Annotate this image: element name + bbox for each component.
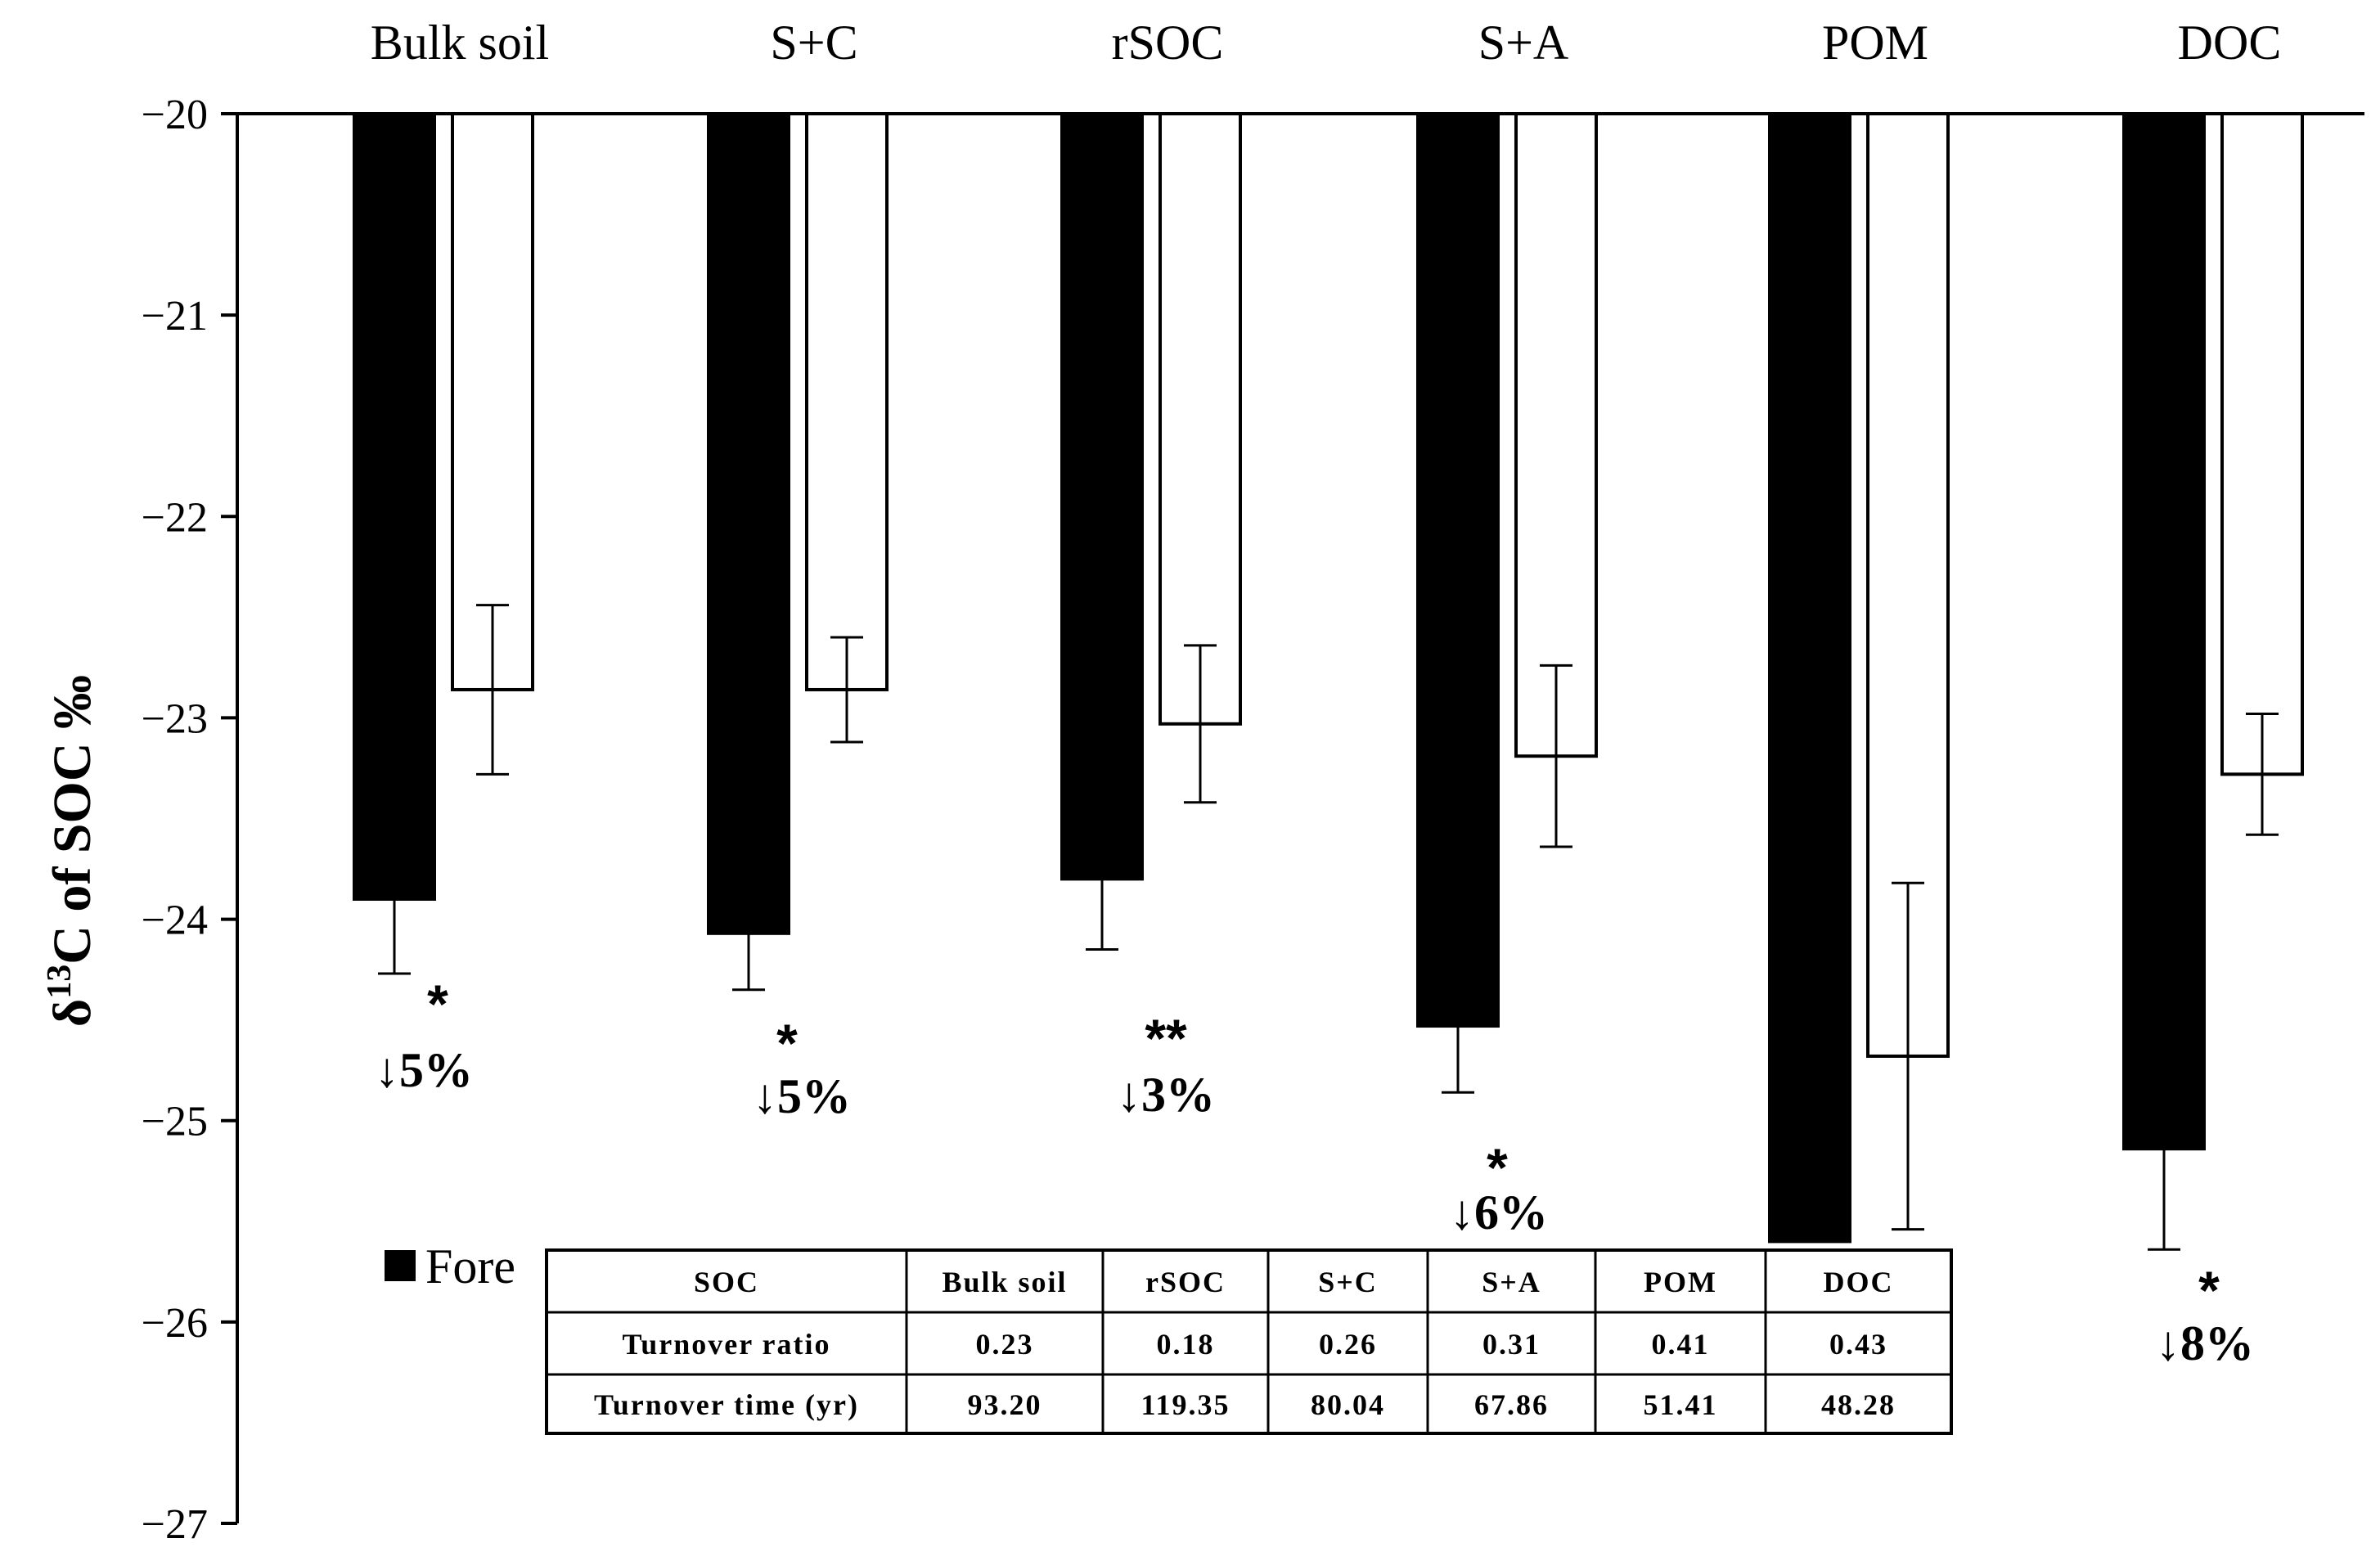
table-cell: 80.04 — [1311, 1388, 1385, 1421]
table-cell: 119.35 — [1141, 1388, 1230, 1421]
legend-label: Fore — [425, 1239, 515, 1293]
bar — [353, 112, 436, 901]
table-cell: 0.43 — [1829, 1328, 1887, 1361]
significance-stars: * — [2198, 1260, 2220, 1320]
error-bars — [378, 604, 2279, 1251]
table-cell: Turnover time (yr) — [594, 1388, 859, 1421]
category-label: rSOC — [1112, 16, 1224, 70]
percent-change-label: ↓6% — [1450, 1185, 1548, 1239]
bar — [805, 112, 889, 691]
axes: −20 −21 −22 −23 −24 −25 −26 −27 δ13C of SOC ‰ — [41, 92, 2364, 1548]
table-header-cell: S+A — [1482, 1266, 1541, 1298]
significance-stars: ** — [1145, 1008, 1187, 1068]
legend: Fore — [385, 1239, 515, 1293]
table-cell: 67.86 — [1474, 1388, 1549, 1421]
y-tick-label: −27 — [142, 1501, 208, 1548]
bar — [1159, 112, 1242, 726]
percent-change-label: ↓5% — [753, 1069, 851, 1123]
table-cell: 0.31 — [1482, 1328, 1541, 1361]
table-cell: 0.41 — [1652, 1328, 1710, 1361]
category-label: Bulk soil — [371, 16, 549, 70]
bar — [707, 112, 790, 935]
y-tick-label: −24 — [142, 897, 208, 944]
table-header-cell: S+C — [1318, 1266, 1378, 1298]
table-header-cell: Bulk soil — [942, 1266, 1067, 1298]
table-cell: 0.26 — [1319, 1328, 1377, 1361]
table-cell: 0.18 — [1157, 1328, 1215, 1361]
y-tick-label: −26 — [142, 1300, 208, 1347]
table-header-cell: SOC — [694, 1266, 759, 1298]
table-cell: 51.41 — [1644, 1388, 1718, 1421]
table-cell: 0.23 — [976, 1328, 1034, 1361]
table-cell: Turnover ratio — [622, 1328, 830, 1361]
table-cell: 93.20 — [968, 1388, 1042, 1421]
category-labels: Bulk soil S+C rSOC S+A POM DOC — [371, 16, 2282, 70]
y-tick-label: −25 — [142, 1099, 208, 1145]
y-tick-label: −20 — [142, 92, 208, 138]
y-tick-label: −22 — [142, 494, 208, 541]
y-tick-label: −21 — [142, 293, 208, 340]
category-label: S+C — [770, 16, 857, 70]
category-label: DOC — [2178, 16, 2282, 70]
significance-stars: * — [776, 1013, 798, 1073]
bar — [2122, 112, 2206, 1151]
table-header-cell: DOC — [1824, 1266, 1894, 1298]
category-label: S+A — [1478, 16, 1569, 70]
percent-change-label: ↓3% — [1117, 1068, 1215, 1122]
significance-stars: * — [427, 974, 448, 1034]
y-tick-label: −23 — [142, 695, 208, 742]
bar — [1416, 112, 1500, 1028]
y-axis-label: δ13C of SOC ‰ — [41, 675, 102, 1027]
bar — [1768, 112, 1851, 1244]
turnover-table: SOC Bulk soil rSOC S+C S+A POM DOC Turnover rat… — [545, 1248, 1953, 1435]
category-label: POM — [1822, 16, 1928, 70]
table-cell: 48.28 — [1821, 1388, 1896, 1421]
table-header-cell: rSOC — [1145, 1266, 1226, 1298]
table-frame — [545, 1248, 1953, 1435]
bar — [451, 112, 534, 691]
significance-stars: * — [1487, 1137, 1508, 1198]
bar — [2220, 112, 2304, 776]
significance-annotations: *↓5% *↓5%**↓3%*↓6%*↓8% — [375, 974, 2254, 1370]
legend-swatch — [385, 1250, 416, 1281]
percent-change-label: ↓8% — [2156, 1316, 2254, 1370]
bar — [1514, 112, 1598, 758]
table-header-cell: POM — [1644, 1266, 1717, 1298]
percent-change-label: ↓5% — [375, 1043, 473, 1097]
bars — [353, 112, 2304, 1244]
bar — [1060, 112, 1144, 881]
